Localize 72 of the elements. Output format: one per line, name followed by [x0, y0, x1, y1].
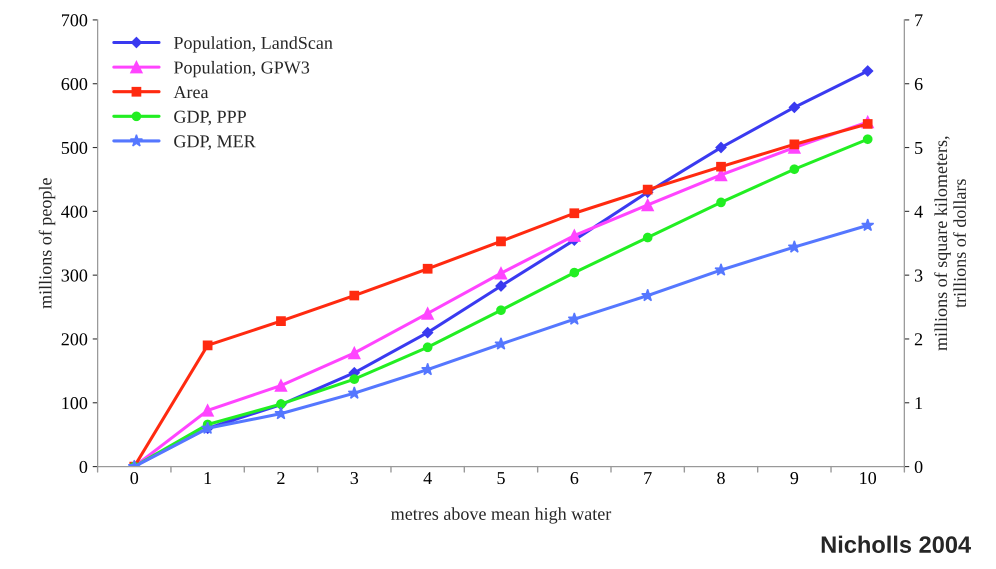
x-axis-title: metres above mean high water: [391, 507, 612, 524]
point: [641, 198, 654, 212]
point: [789, 164, 800, 174]
point: [422, 326, 434, 338]
point: [348, 386, 361, 399]
y-axis-title: millions of people: [38, 178, 56, 309]
point: [569, 208, 580, 218]
text: Nicholls 2004: [822, 536, 971, 553]
point: [568, 229, 581, 242]
y2-axis-title: millions of square kilometers, trillions of dollars: [934, 136, 966, 351]
point: [274, 379, 288, 392]
point: [642, 232, 653, 242]
x-tick-label: 7: [644, 472, 652, 484]
legend-label: GDP, MER: [174, 135, 256, 150]
legend-label: Population, GPW3: [174, 60, 310, 78]
point: [422, 342, 433, 352]
point: [495, 280, 507, 292]
y2-tick-label: 0: [914, 460, 922, 474]
y2-tick-label: 4: [914, 206, 923, 218]
x-tick-label: 6: [570, 472, 578, 484]
point: [861, 218, 874, 232]
point: [789, 139, 800, 150]
point: [349, 374, 360, 384]
x-tick-label: 4: [423, 472, 432, 484]
x-tick-label: 0: [130, 472, 138, 484]
point: [788, 102, 800, 113]
y-tick-label: 0: [80, 460, 88, 474]
point: [496, 305, 506, 316]
point: [494, 266, 508, 280]
point: [862, 119, 873, 129]
point: [862, 65, 874, 77]
x-tick-label: 10: [860, 472, 876, 484]
y-tick-label: 600: [62, 78, 88, 90]
point: [202, 340, 212, 350]
point: [569, 268, 580, 278]
x-tick-label: 9: [790, 472, 798, 484]
y-tick-label: 100: [62, 397, 88, 410]
x-tick-label: 3: [350, 472, 358, 484]
x-tick-label: 1: [204, 472, 212, 484]
point: [349, 290, 360, 300]
point: [421, 362, 434, 376]
y2-tick-label: 6: [914, 78, 923, 90]
y-tick-label: 400: [61, 206, 88, 218]
legend-label: Population, LandScan: [174, 36, 333, 53]
y2-tick-label: 3: [914, 269, 922, 282]
x-tick-label: 2: [277, 472, 284, 484]
point: [276, 316, 286, 326]
legend-label: Area: [174, 86, 208, 98]
y-tick-label: 500: [62, 142, 88, 154]
point: [641, 288, 654, 302]
point: [788, 240, 801, 253]
y2-tick-label: 1: [916, 397, 922, 410]
point: [348, 346, 361, 360]
point: [496, 236, 506, 246]
y2-tick-label: 2: [914, 333, 922, 346]
x-tick-label: 8: [717, 472, 725, 484]
y-tick-label: 300: [62, 269, 88, 282]
point: [642, 184, 653, 195]
y-tick-label: 200: [62, 333, 88, 346]
point: [715, 142, 727, 154]
point: [716, 198, 726, 208]
point: [716, 162, 726, 172]
point: [421, 307, 434, 320]
legend-label: GDP, PPP: [174, 110, 246, 126]
y2-tick-label: 5: [915, 142, 922, 154]
point: [862, 134, 873, 144]
point: [201, 404, 214, 417]
y-tick-label: 700: [62, 14, 88, 26]
point: [422, 264, 433, 274]
y2-tick-label: 7: [915, 14, 923, 26]
point: [568, 312, 581, 325]
x-tick-label: 5: [498, 472, 505, 484]
